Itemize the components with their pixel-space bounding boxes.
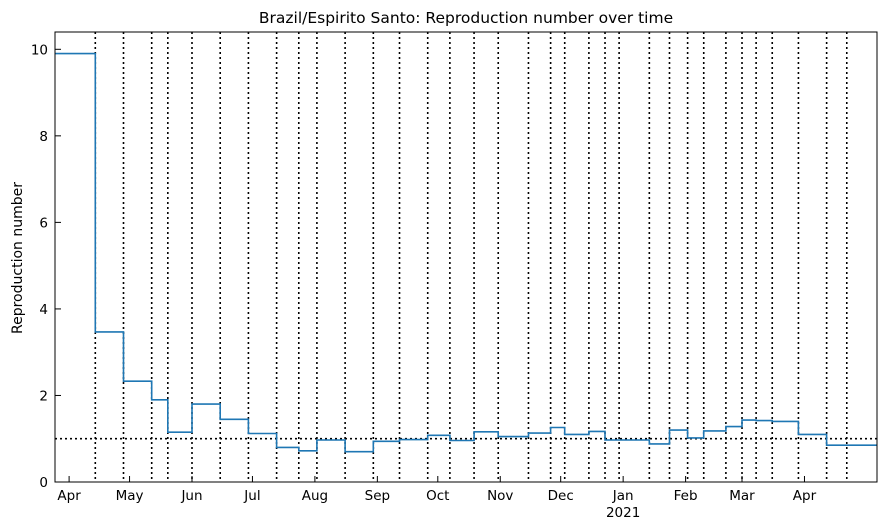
- x-tick-label: Jan: [612, 488, 634, 504]
- y-tick-label: 0: [39, 475, 48, 491]
- x-tick-label: Aug: [302, 488, 328, 504]
- y-tick-label: 2: [39, 388, 48, 404]
- x-tick-label: Dec: [548, 488, 574, 504]
- y-tick-label: 4: [39, 302, 48, 318]
- x-tick-label: Jul: [243, 488, 260, 504]
- x-tick-label: Sep: [365, 488, 390, 504]
- plot-area: 0 2 4 6 8 10 Apr May Jun Jul Aug Sep Oct Nov Dec Jan202…: [31, 32, 877, 521]
- x-tick-label: Apr: [793, 488, 817, 504]
- y-axis-label: Reproduction number: [10, 182, 26, 334]
- x-tick-label: Jun: [180, 488, 202, 504]
- chart-title: Brazil/Espirito Santo: Reproduction numb…: [259, 9, 673, 27]
- y-tick-label: 8: [39, 129, 48, 145]
- y-tick-label: 10: [31, 42, 48, 58]
- series-line: [55, 52, 877, 453]
- x-tick-label: Apr: [57, 488, 81, 504]
- plot-frame: [54, 31, 878, 483]
- x-tick-year-label: 2021: [606, 505, 640, 521]
- x-tick-label: May: [116, 488, 144, 504]
- y-tick-label: 6: [39, 215, 48, 231]
- x-tick-label: Feb: [674, 488, 698, 504]
- x-tick-label: Oct: [426, 488, 449, 504]
- x-tick-label: Mar: [729, 488, 755, 504]
- x-tick-label: Nov: [487, 488, 513, 504]
